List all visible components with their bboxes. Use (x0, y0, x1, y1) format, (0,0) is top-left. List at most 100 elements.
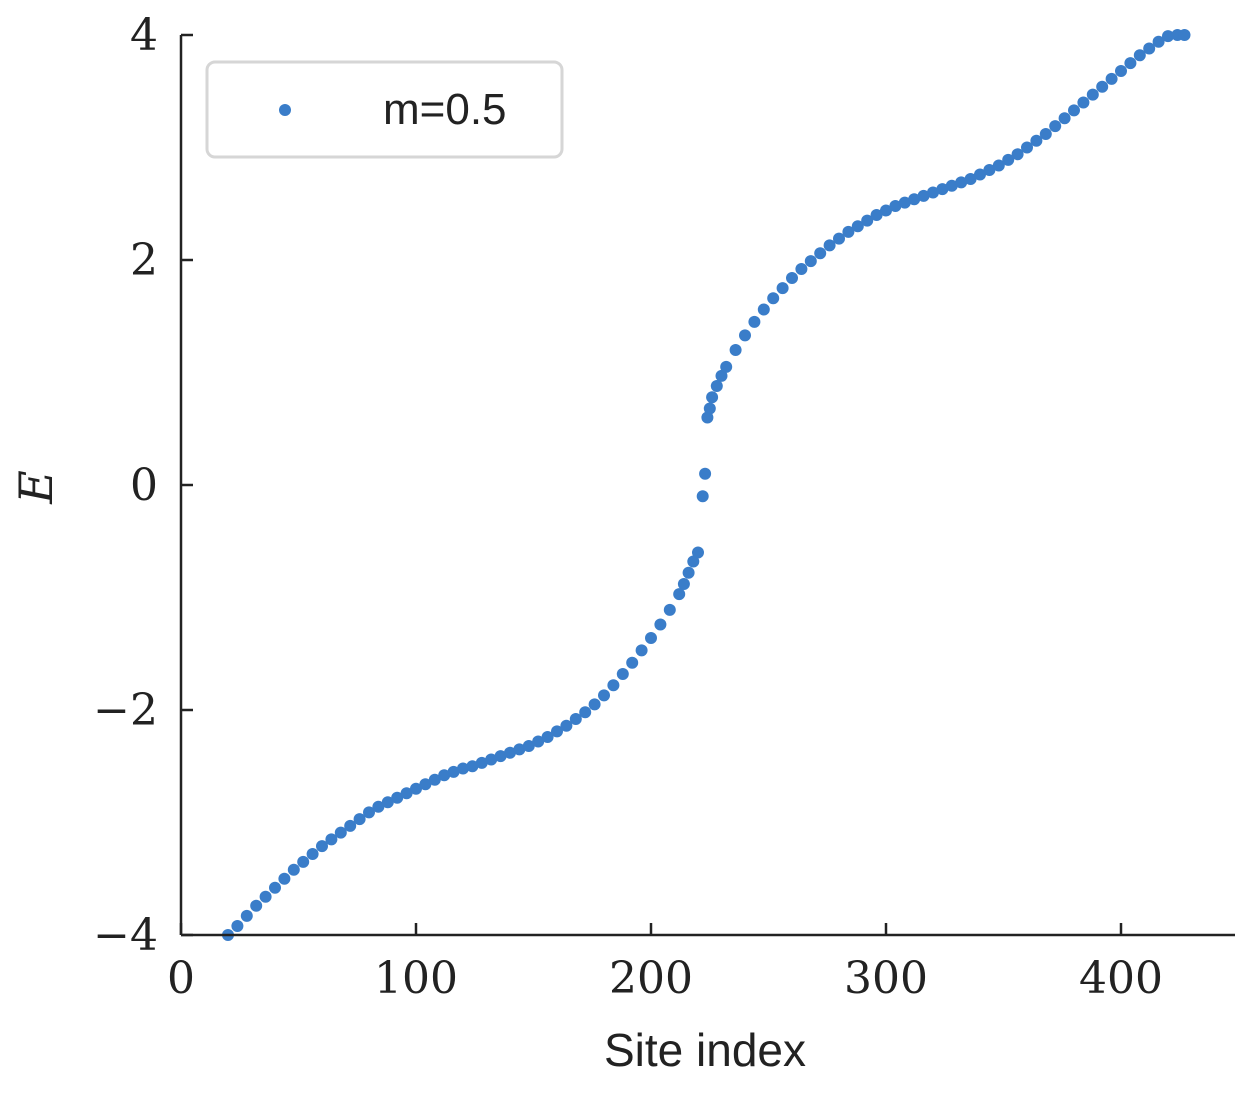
data-point (325, 833, 338, 846)
x-tick-label: 100 (374, 953, 458, 1004)
data-point (231, 920, 244, 932)
y-tick-label: −4 (93, 910, 158, 961)
data-point (645, 632, 657, 644)
data-point (898, 196, 911, 209)
data-point (823, 239, 836, 252)
data-point (927, 186, 939, 199)
data-point (635, 644, 648, 657)
data-point (532, 735, 545, 748)
data-point (710, 380, 723, 392)
data-point (964, 173, 977, 185)
data-point (513, 743, 526, 756)
data-point (541, 731, 554, 743)
x-tick-label: 200 (609, 953, 693, 1004)
data-point (1011, 148, 1024, 161)
data-point (748, 315, 761, 328)
data-point (677, 578, 690, 590)
data-point (278, 872, 291, 885)
data-point (1105, 72, 1118, 85)
data-point (353, 813, 366, 826)
data-point (654, 618, 667, 631)
data-point (1049, 120, 1062, 133)
data-point (447, 765, 460, 778)
data-point (457, 762, 469, 775)
data-point (297, 855, 310, 868)
data-point (917, 189, 930, 202)
data-point (494, 750, 507, 763)
data-point (410, 782, 422, 795)
data-point (250, 899, 263, 912)
data-point (1162, 30, 1174, 43)
data-point (1115, 65, 1127, 77)
legend-entry-label: m=0.5 (383, 85, 507, 134)
y-tick-label: −2 (93, 685, 158, 736)
data-point (1133, 49, 1146, 62)
data-point (485, 753, 498, 766)
data-point (692, 546, 704, 559)
data-point (579, 706, 592, 719)
data-point (1068, 104, 1080, 117)
data-point (833, 232, 845, 245)
data-point (992, 159, 1005, 172)
data-point (936, 183, 949, 196)
data-point (269, 881, 281, 894)
data-point (673, 588, 686, 601)
x-tick-label: 0 (167, 953, 195, 1004)
data-point (889, 200, 902, 212)
data-point (851, 220, 864, 233)
data-point (696, 490, 709, 503)
data-point (1077, 96, 1090, 109)
legend-box (205, 60, 564, 159)
y-tick-label: 2 (130, 235, 158, 286)
legend-marker (279, 104, 291, 116)
data-point (880, 204, 892, 217)
data-point (626, 656, 639, 669)
data-point (381, 796, 394, 809)
data-point (306, 848, 319, 860)
data-point (706, 391, 719, 404)
x-axis-ticks: 0 100 200 300 400 (167, 923, 1163, 1004)
data-point (861, 214, 874, 227)
data-point (776, 282, 789, 295)
series-points (222, 29, 1191, 941)
data-point (757, 303, 770, 316)
data-point (1096, 80, 1109, 93)
data-point (945, 179, 958, 192)
data-point (419, 778, 432, 791)
data-point (428, 773, 441, 786)
data-point (1058, 112, 1071, 125)
data-point (842, 225, 855, 238)
data-point (870, 209, 883, 221)
x-axis-label: Site index (604, 1024, 806, 1076)
data-point (955, 176, 968, 189)
data-point (363, 806, 375, 819)
data-point (287, 863, 300, 876)
data-point (259, 890, 272, 903)
data-point (475, 756, 488, 769)
data-point (466, 760, 479, 773)
data-point (240, 909, 253, 922)
data-point (983, 164, 996, 176)
y-axis-label: E (9, 470, 63, 505)
data-point (316, 840, 328, 853)
data-point (569, 713, 582, 725)
data-point (400, 787, 413, 800)
data-point (616, 668, 629, 680)
data-point (739, 329, 751, 342)
data-point (682, 566, 695, 579)
data-point (607, 679, 620, 692)
data-point (1143, 42, 1156, 55)
data-point (720, 360, 733, 373)
y-axis-ticks: −4 −2 0 2 4 (93, 10, 193, 961)
data-point (804, 255, 817, 268)
data-point (372, 800, 385, 813)
data-point (1021, 141, 1033, 154)
data-point (334, 826, 347, 839)
data-point (1002, 153, 1015, 166)
data-point (703, 402, 716, 415)
data-point (795, 263, 808, 275)
x-tick-label: 300 (844, 953, 928, 1004)
data-point (344, 819, 357, 832)
data-point (1039, 128, 1052, 140)
